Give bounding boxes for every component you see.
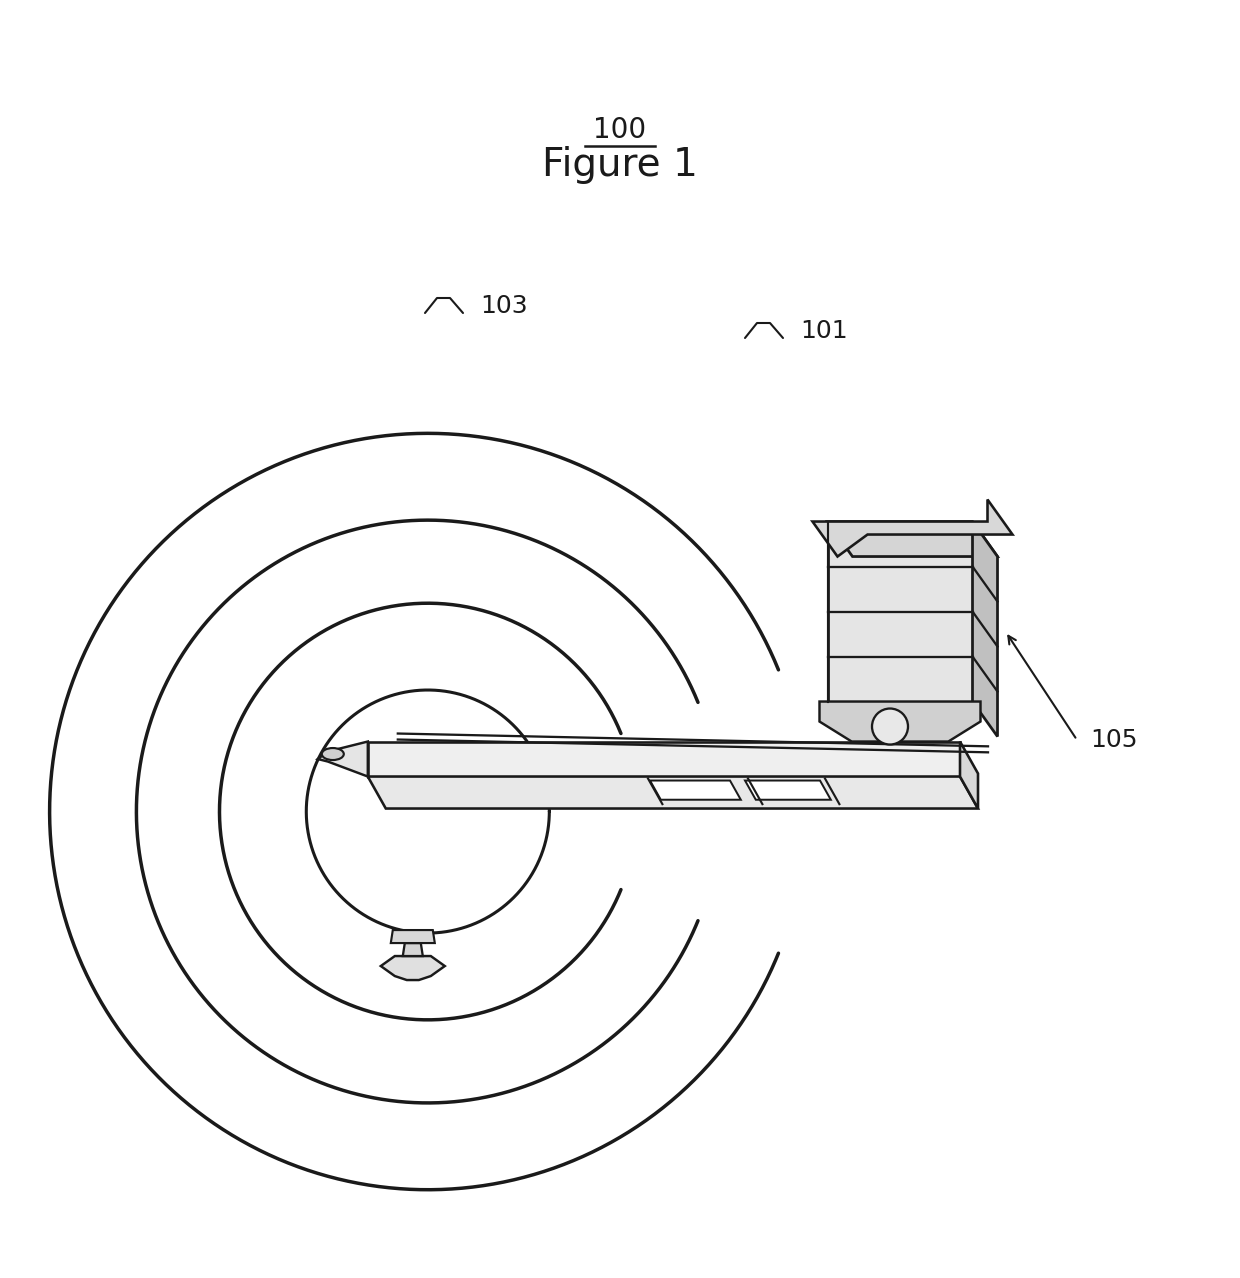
Polygon shape [827,521,972,702]
Text: 101: 101 [800,320,848,343]
Polygon shape [650,781,740,800]
Polygon shape [812,500,1013,556]
Polygon shape [745,781,831,800]
Text: Figure 1: Figure 1 [542,146,698,184]
Polygon shape [960,741,978,809]
Polygon shape [972,521,997,736]
Polygon shape [820,702,981,741]
Polygon shape [368,777,978,809]
Polygon shape [403,943,423,956]
Polygon shape [368,741,960,777]
Ellipse shape [322,748,343,760]
Text: 105: 105 [1090,728,1137,751]
Text: 103: 103 [480,294,528,318]
Polygon shape [827,521,997,556]
Polygon shape [381,956,445,980]
Circle shape [872,708,908,745]
Polygon shape [317,741,368,777]
Polygon shape [391,930,435,943]
Text: 100: 100 [594,116,646,144]
